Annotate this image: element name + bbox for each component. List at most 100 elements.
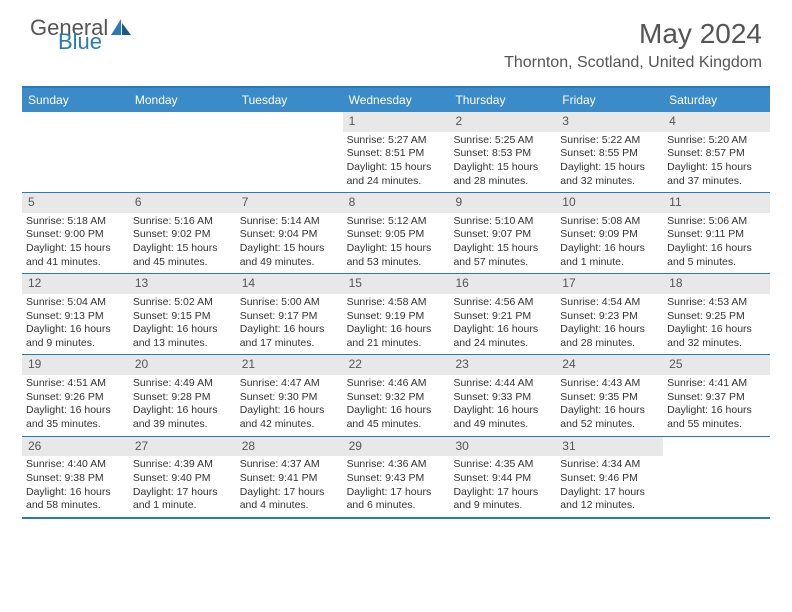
daylight-text: Daylight: 16 hours and 5 minutes. [667,242,766,269]
daylight-text: Daylight: 16 hours and 1 minute. [560,242,659,269]
day-content: Sunrise: 4:58 AMSunset: 9:19 PMDaylight:… [343,294,450,355]
calendar-cell: 7Sunrise: 5:14 AMSunset: 9:04 PMDaylight… [236,193,343,273]
day-number: 13 [129,274,236,294]
calendar-week: 26Sunrise: 4:40 AMSunset: 9:38 PMDayligh… [22,437,770,519]
daylight-text: Daylight: 16 hours and 13 minutes. [133,323,232,350]
sunset-text: Sunset: 9:02 PM [133,228,232,242]
sunset-text: Sunset: 9:37 PM [667,391,766,405]
day-number: 12 [22,274,129,294]
day-content: Sunrise: 5:02 AMSunset: 9:15 PMDaylight:… [129,294,236,355]
calendar-cell: 2Sunrise: 5:25 AMSunset: 8:53 PMDaylight… [449,112,556,192]
sunrise-text: Sunrise: 4:51 AM [26,377,125,391]
day-number: 15 [343,274,450,294]
day-content: Sunrise: 5:20 AMSunset: 8:57 PMDaylight:… [663,132,770,193]
sunrise-text: Sunrise: 4:49 AM [133,377,232,391]
logo: General Blue [30,18,133,52]
day-number: 2 [449,112,556,132]
day-number: 3 [556,112,663,132]
daylight-text: Daylight: 16 hours and 24 minutes. [453,323,552,350]
calendar-cell [129,112,236,192]
sunrise-text: Sunrise: 5:20 AM [667,134,766,148]
sunset-text: Sunset: 9:05 PM [347,228,446,242]
dow-thursday: Thursday [449,88,556,112]
sunset-text: Sunset: 9:07 PM [453,228,552,242]
calendar-cell: 22Sunrise: 4:46 AMSunset: 9:32 PMDayligh… [343,355,450,435]
day-number: 31 [556,437,663,457]
day-content: Sunrise: 5:12 AMSunset: 9:05 PMDaylight:… [343,213,450,274]
sunset-text: Sunset: 9:13 PM [26,310,125,324]
sunset-text: Sunset: 9:26 PM [26,391,125,405]
daylight-text: Daylight: 16 hours and 45 minutes. [347,404,446,431]
day-number: 26 [22,437,129,457]
calendar-cell: 27Sunrise: 4:39 AMSunset: 9:40 PMDayligh… [129,437,236,517]
day-number: 23 [449,355,556,375]
sunrise-text: Sunrise: 4:47 AM [240,377,339,391]
day-number: 17 [556,274,663,294]
dow-wednesday: Wednesday [343,88,450,112]
sunrise-text: Sunrise: 5:08 AM [560,215,659,229]
day-content: Sunrise: 4:41 AMSunset: 9:37 PMDaylight:… [663,375,770,436]
sunset-text: Sunset: 9:28 PM [133,391,232,405]
sunrise-text: Sunrise: 5:25 AM [453,134,552,148]
sunrise-text: Sunrise: 4:54 AM [560,296,659,310]
day-content: Sunrise: 4:53 AMSunset: 9:25 PMDaylight:… [663,294,770,355]
sunset-text: Sunset: 9:21 PM [453,310,552,324]
calendar-week: 12Sunrise: 5:04 AMSunset: 9:13 PMDayligh… [22,274,770,355]
day-content: Sunrise: 4:44 AMSunset: 9:33 PMDaylight:… [449,375,556,436]
day-number: 30 [449,437,556,457]
sunrise-text: Sunrise: 5:02 AM [133,296,232,310]
daylight-text: Daylight: 16 hours and 9 minutes. [26,323,125,350]
calendar-cell: 31Sunrise: 4:34 AMSunset: 9:46 PMDayligh… [556,437,663,517]
day-content: Sunrise: 5:18 AMSunset: 9:00 PMDaylight:… [22,213,129,274]
calendar-cell: 11Sunrise: 5:06 AMSunset: 9:11 PMDayligh… [663,193,770,273]
day-number: 24 [556,355,663,375]
day-number: 22 [343,355,450,375]
calendar-cell [236,112,343,192]
day-number: 10 [556,193,663,213]
day-number: 1 [343,112,450,132]
daylight-text: Daylight: 15 hours and 37 minutes. [667,161,766,188]
sunrise-text: Sunrise: 5:18 AM [26,215,125,229]
day-content: Sunrise: 4:39 AMSunset: 9:40 PMDaylight:… [129,456,236,517]
day-content: Sunrise: 5:08 AMSunset: 9:09 PMDaylight:… [556,213,663,274]
day-number: 25 [663,355,770,375]
day-content: Sunrise: 4:34 AMSunset: 9:46 PMDaylight:… [556,456,663,517]
daylight-text: Daylight: 16 hours and 28 minutes. [560,323,659,350]
daylight-text: Daylight: 16 hours and 35 minutes. [26,404,125,431]
day-content: Sunrise: 5:04 AMSunset: 9:13 PMDaylight:… [22,294,129,355]
sunrise-text: Sunrise: 5:16 AM [133,215,232,229]
calendar-cell: 25Sunrise: 4:41 AMSunset: 9:37 PMDayligh… [663,355,770,435]
calendar-cell: 12Sunrise: 5:04 AMSunset: 9:13 PMDayligh… [22,274,129,354]
calendar-cell: 8Sunrise: 5:12 AMSunset: 9:05 PMDaylight… [343,193,450,273]
day-content: Sunrise: 5:27 AMSunset: 8:51 PMDaylight:… [343,132,450,193]
calendar-cell [22,112,129,192]
day-number: 5 [22,193,129,213]
day-of-week-row: Sunday Monday Tuesday Wednesday Thursday… [22,88,770,112]
day-content: Sunrise: 5:06 AMSunset: 9:11 PMDaylight:… [663,213,770,274]
daylight-text: Daylight: 17 hours and 1 minute. [133,486,232,513]
day-number: 8 [343,193,450,213]
day-content: Sunrise: 4:46 AMSunset: 9:32 PMDaylight:… [343,375,450,436]
calendar-cell: 30Sunrise: 4:35 AMSunset: 9:44 PMDayligh… [449,437,556,517]
day-number: 21 [236,355,343,375]
daylight-text: Daylight: 15 hours and 24 minutes. [347,161,446,188]
calendar-week: 19Sunrise: 4:51 AMSunset: 9:26 PMDayligh… [22,355,770,436]
dow-friday: Friday [556,88,663,112]
sunset-text: Sunset: 9:43 PM [347,472,446,486]
day-number: 4 [663,112,770,132]
sunrise-text: Sunrise: 4:43 AM [560,377,659,391]
sunset-text: Sunset: 8:55 PM [560,147,659,161]
location-text: Thornton, Scotland, United Kingdom [504,54,762,72]
calendar-cell: 23Sunrise: 4:44 AMSunset: 9:33 PMDayligh… [449,355,556,435]
calendar-cell: 19Sunrise: 4:51 AMSunset: 9:26 PMDayligh… [22,355,129,435]
daylight-text: Daylight: 16 hours and 21 minutes. [347,323,446,350]
sunset-text: Sunset: 9:30 PM [240,391,339,405]
sunset-text: Sunset: 9:09 PM [560,228,659,242]
sunrise-text: Sunrise: 5:06 AM [667,215,766,229]
daylight-text: Daylight: 16 hours and 32 minutes. [667,323,766,350]
sunset-text: Sunset: 9:32 PM [347,391,446,405]
calendar-cell: 24Sunrise: 4:43 AMSunset: 9:35 PMDayligh… [556,355,663,435]
sunset-text: Sunset: 8:51 PM [347,147,446,161]
sunrise-text: Sunrise: 5:14 AM [240,215,339,229]
calendar-week: 1Sunrise: 5:27 AMSunset: 8:51 PMDaylight… [22,112,770,193]
